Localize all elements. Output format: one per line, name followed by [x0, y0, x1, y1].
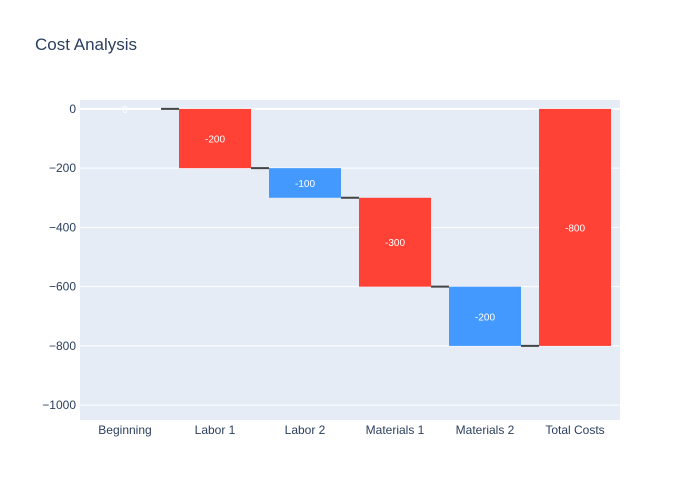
bars [179, 108, 611, 346]
data-label: 0 [122, 105, 128, 116]
x-tick-label: Materials 1 [366, 423, 425, 437]
bar-total-costs [539, 108, 611, 346]
data-label: -800 [565, 223, 585, 234]
x-axis: Beginning Labor 1 Labor 2 Materials 1 Materi… [98, 423, 604, 437]
chart-title: Cost Analysis [35, 35, 137, 54]
x-tick-label: Materials 2 [456, 423, 515, 437]
y-tick-label: −400 [49, 220, 76, 234]
y-tick-label: −600 [49, 280, 76, 294]
data-label: -200 [475, 312, 495, 323]
plot-area [80, 100, 620, 420]
y-tick-label: 0 [69, 102, 76, 116]
data-labels: 0 -200 -100 -300 -200 -800 [122, 105, 585, 323]
x-tick-label: Beginning [98, 423, 151, 437]
x-tick-label: Total Costs [545, 423, 604, 437]
y-tick-label: −200 [49, 161, 76, 175]
bar-materials-2 [449, 286, 521, 346]
x-tick-label: Labor 2 [285, 423, 326, 437]
x-tick-label: Labor 1 [195, 423, 236, 437]
y-tick-label: −1000 [42, 398, 76, 412]
y-tick-label: −800 [49, 339, 76, 353]
y-axis: 0 −200 −400 −600 −800 −1000 [42, 102, 76, 412]
bar-labor-2 [269, 168, 341, 198]
bar-labor-1 [179, 108, 251, 169]
data-label: -100 [295, 179, 315, 190]
bar-materials-1 [359, 197, 431, 287]
data-label: -300 [385, 238, 405, 249]
connectors [161, 107, 539, 347]
data-label: -200 [205, 135, 225, 146]
